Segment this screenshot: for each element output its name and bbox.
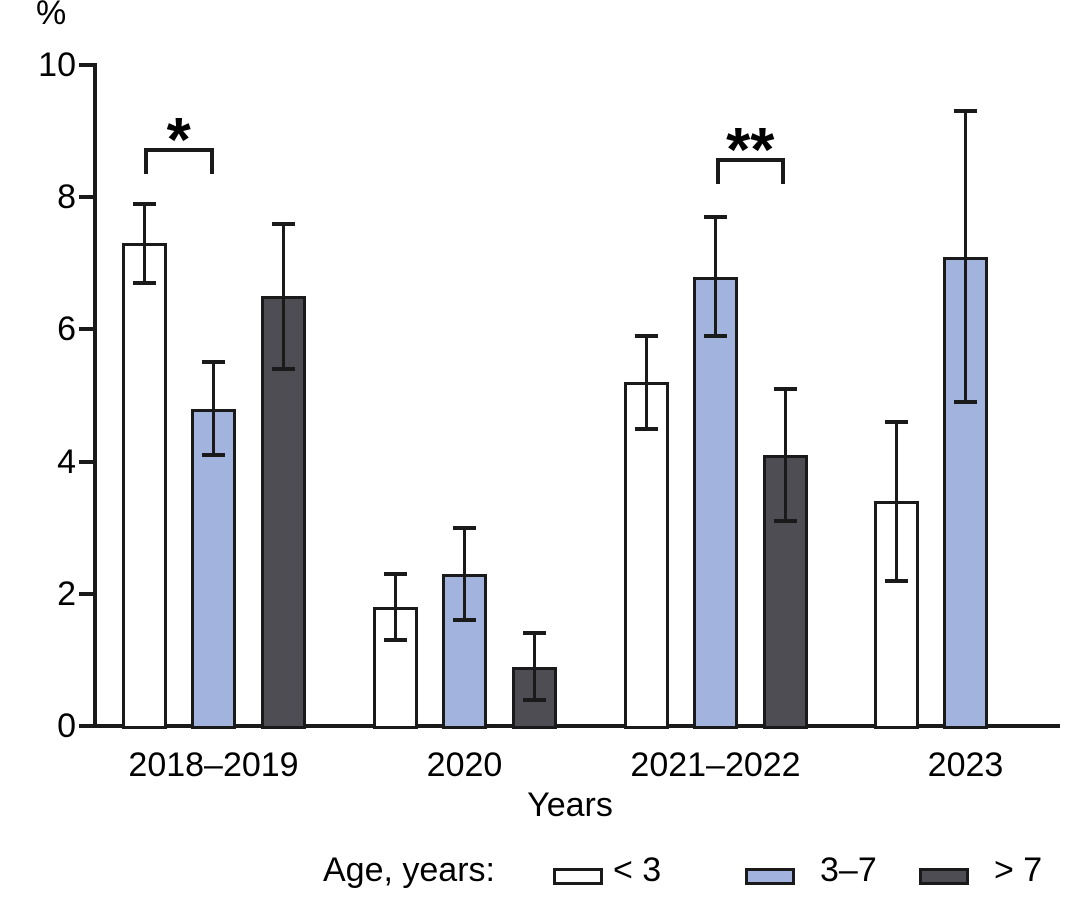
x-tick-label: 2023 bbox=[927, 746, 1004, 784]
error-bar-cap-top bbox=[132, 201, 156, 206]
significance-label: * bbox=[166, 105, 191, 175]
legend-title: Age, years: bbox=[323, 851, 495, 889]
error-bar-line bbox=[463, 527, 466, 621]
error-bar-cap-top bbox=[202, 360, 225, 365]
bar-3–7 bbox=[693, 276, 738, 729]
error-bar-line bbox=[142, 203, 146, 284]
error-bar-cap-bottom bbox=[453, 618, 476, 623]
y-axis-title: % bbox=[36, 0, 67, 32]
bar-<3 bbox=[372, 607, 418, 729]
error-bar-line bbox=[281, 223, 285, 370]
y-tick-label: 8 bbox=[57, 178, 76, 217]
error-bar-cap-top bbox=[634, 334, 658, 338]
y-tick-label: 4 bbox=[57, 442, 76, 481]
error-bar-cap-top bbox=[773, 386, 797, 391]
y-tick bbox=[79, 327, 93, 332]
y-axis-line bbox=[93, 63, 97, 728]
error-bar-line bbox=[894, 421, 898, 581]
x-axis-title: Years bbox=[527, 786, 613, 824]
significance-bracket-top bbox=[715, 157, 785, 162]
error-bar-cap-top bbox=[453, 525, 476, 530]
error-bar-cap-top bbox=[704, 215, 727, 220]
bar-<3 bbox=[623, 382, 669, 729]
y-tick-label: 2 bbox=[57, 574, 76, 613]
y-tick bbox=[79, 724, 93, 728]
error-bar-cap-bottom bbox=[271, 367, 295, 372]
error-bar-line bbox=[393, 573, 397, 641]
y-tick bbox=[79, 459, 93, 464]
error-bar-cap-bottom bbox=[202, 452, 225, 457]
x-tick-label: 2021–2022 bbox=[630, 746, 801, 784]
error-bar-cap-bottom bbox=[704, 334, 727, 338]
error-bar-line bbox=[964, 111, 967, 403]
y-tick bbox=[79, 63, 93, 67]
legend-item-label: 3–7 bbox=[820, 851, 877, 889]
bar-<3 bbox=[873, 501, 919, 729]
y-tick-label: 6 bbox=[57, 310, 76, 349]
error-bar-cap-top bbox=[271, 221, 295, 226]
error-bar-cap-bottom bbox=[773, 519, 797, 524]
error-bar-cap-bottom bbox=[383, 638, 407, 643]
legend-swatch bbox=[553, 868, 603, 885]
error-bar-line bbox=[644, 336, 648, 429]
significance-label: ** bbox=[726, 115, 775, 185]
legend-swatch bbox=[919, 868, 969, 885]
error-bar-cap-bottom bbox=[132, 281, 156, 286]
x-tick-label: 2018–2019 bbox=[128, 746, 299, 784]
x-axis-line bbox=[93, 724, 1060, 728]
y-tick-label: 0 bbox=[57, 707, 76, 745]
y-tick bbox=[79, 591, 93, 596]
error-bar-line bbox=[532, 633, 536, 700]
significance-bracket-leg bbox=[144, 147, 148, 174]
error-bar-cap-bottom bbox=[884, 578, 908, 583]
bar-<3 bbox=[121, 243, 167, 729]
y-tick-label: 10 bbox=[38, 46, 76, 84]
significance-bracket-leg bbox=[715, 157, 720, 184]
error-bar-cap-bottom bbox=[954, 400, 977, 405]
error-bar-cap-bottom bbox=[634, 426, 658, 431]
y-tick bbox=[79, 195, 93, 200]
error-bar-cap-top bbox=[522, 631, 546, 636]
significance-bracket-leg bbox=[781, 157, 785, 184]
legend-item-label: > 7 bbox=[994, 851, 1043, 889]
error-bar-cap-bottom bbox=[522, 697, 546, 702]
error-bar-line bbox=[714, 217, 717, 336]
error-bar-line bbox=[783, 388, 787, 522]
bar-3–7 bbox=[191, 408, 236, 729]
significance-bracket-leg bbox=[209, 147, 214, 174]
error-bar-cap-top bbox=[954, 109, 977, 114]
error-bar-cap-top bbox=[884, 419, 908, 424]
legend-item-label: < 3 bbox=[613, 851, 662, 889]
error-bar-cap-top bbox=[383, 571, 407, 576]
x-tick-label: 2020 bbox=[426, 746, 503, 784]
significance-bracket-top bbox=[144, 147, 214, 152]
legend-swatch bbox=[745, 868, 795, 885]
error-bar-line bbox=[212, 362, 215, 455]
